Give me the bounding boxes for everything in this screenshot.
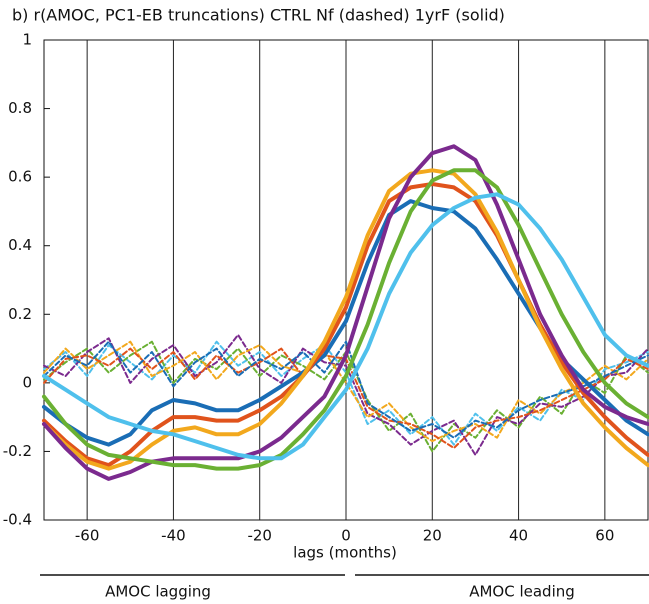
y-tick-label: 1	[22, 31, 32, 49]
y-tick-label: -0.4	[3, 511, 32, 529]
x-tick-label: 20	[423, 527, 442, 545]
x-tick-label: -20	[247, 527, 272, 545]
y-tick-label: 0.4	[8, 236, 32, 254]
x-tick-label: -60	[75, 527, 100, 545]
solid-line	[42, 168, 649, 471]
solid-line	[42, 192, 649, 461]
solid-line	[42, 182, 649, 468]
x-tick-label: 40	[509, 527, 528, 545]
dashed-line	[43, 333, 649, 456]
y-tick-label: 0.6	[8, 168, 32, 186]
x-tick-label: 60	[595, 527, 614, 545]
y-tick-label: -0.2	[3, 442, 32, 460]
dashed-line	[43, 340, 649, 439]
annotation: AMOC leading	[469, 583, 575, 601]
y-tick-label: 0.2	[8, 305, 32, 323]
y-tick-label: 0	[22, 373, 32, 391]
x-axis-label: lags (months)	[293, 544, 397, 562]
chart-title: b) r(AMOC, PC1-EB truncations) CTRL Nf (…	[12, 6, 505, 25]
solid-line	[42, 144, 649, 481]
x-tick-label: -40	[161, 527, 186, 545]
x-tick-label: 0	[341, 527, 351, 545]
annotation: AMOC lagging	[105, 583, 211, 601]
y-tick-label: 0.8	[8, 99, 32, 117]
solid-line	[42, 168, 649, 471]
